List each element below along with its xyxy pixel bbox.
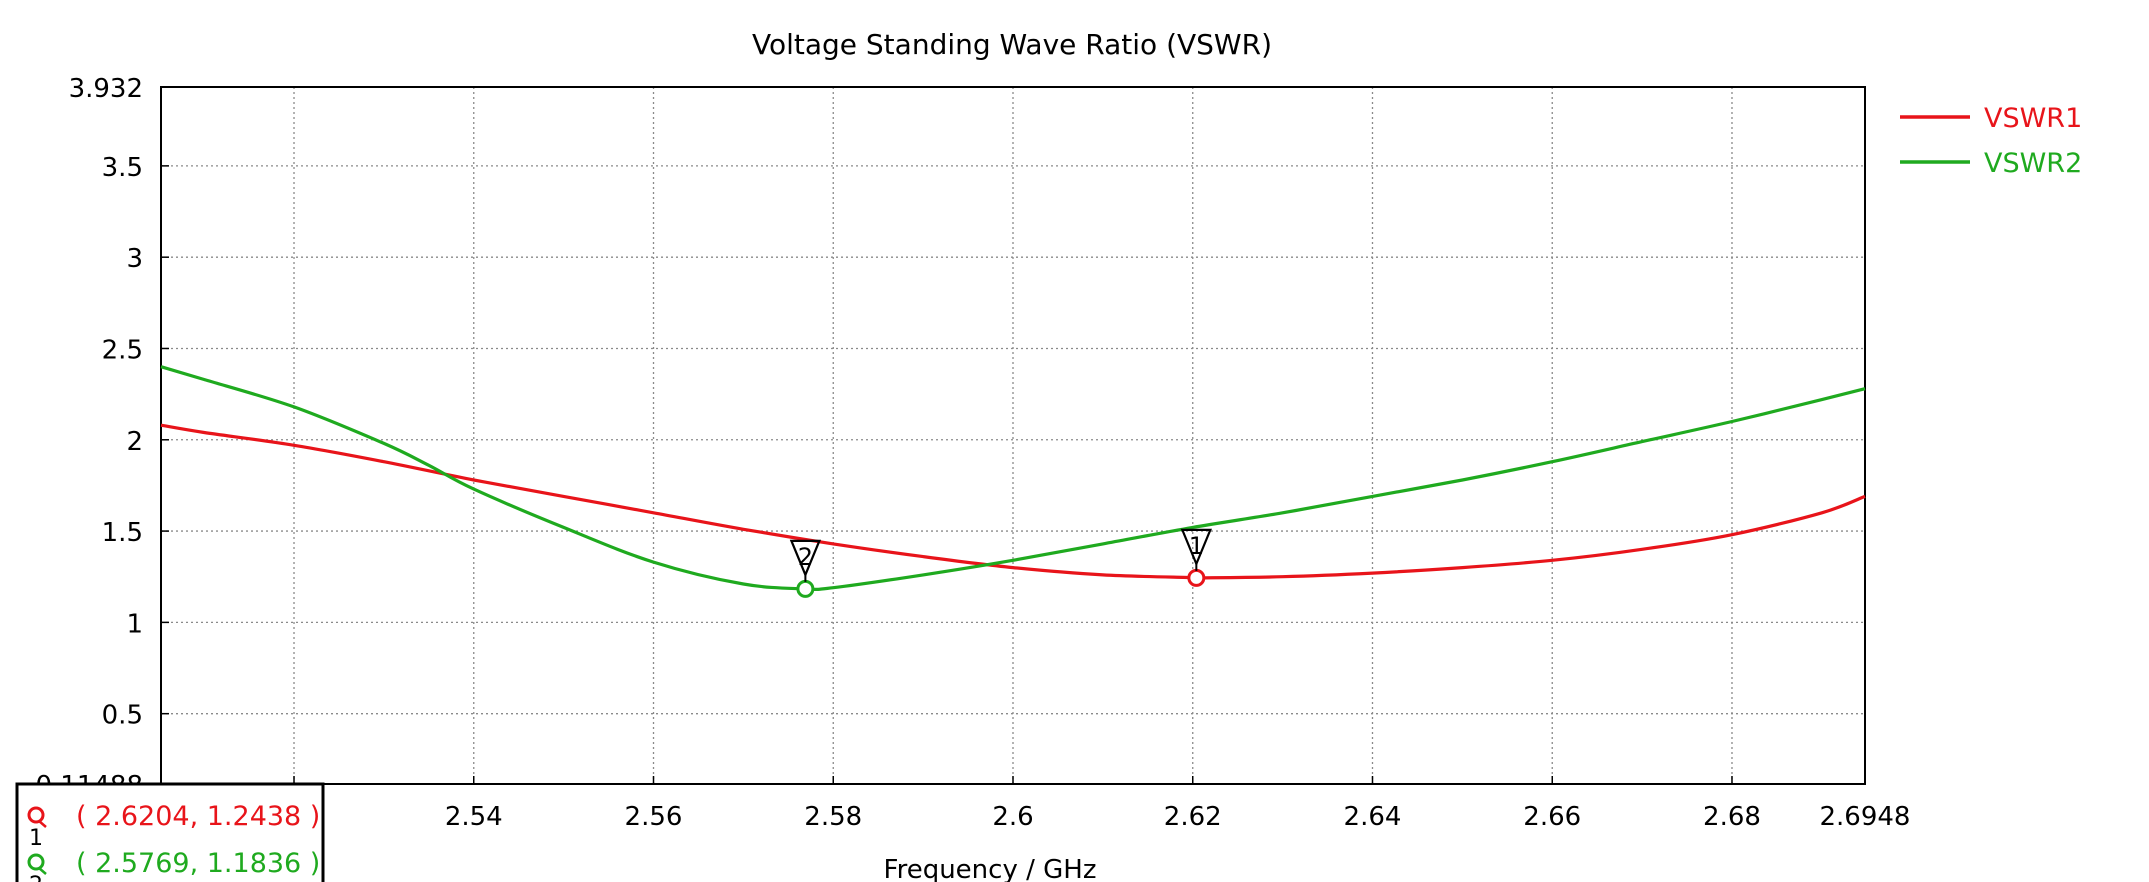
readout-box-frame [15, 782, 325, 882]
y-tick-label: 3.5 [102, 153, 143, 183]
y-tick-label: 2 [126, 427, 143, 457]
x-tick-label: 2.68 [1703, 802, 1761, 832]
series-line-vswr1 [160, 423, 1866, 580]
plot-area-frame [160, 86, 1866, 785]
readout-marker-number: 1 [29, 826, 43, 851]
x-tick-label: 2.64 [1344, 802, 1402, 832]
x-tick-label: 2.6948 [1820, 802, 1911, 832]
grid [161, 87, 1865, 784]
marker-label: 2 [798, 543, 813, 571]
x-axis-label: Frequency / GHz [884, 855, 1097, 882]
readout-value: ( 2.5769, 1.1836 ) [76, 848, 320, 879]
series-lines [160, 365, 1866, 591]
series-line-vswr2 [160, 365, 1866, 591]
marker-readout-box[interactable]: 1 ( 2.6204, 1.2438 ) 2 ( 2.5769, 1.1836 ) [15, 782, 325, 882]
y-tick-label: 2.5 [102, 335, 143, 365]
readout-marker-tail [38, 867, 47, 875]
readout-marker-icon [27, 853, 45, 871]
chart-title: Voltage Standing Wave Ratio (VSWR) [752, 28, 1272, 61]
marker-point [1187, 568, 1206, 587]
readout-marker-icon [27, 806, 45, 824]
y-axis-ticks: 0.114880.511.522.533.53.932 [35, 74, 169, 801]
y-tick-label: 1 [126, 609, 143, 639]
y-tick-label: 0.5 [102, 701, 143, 731]
x-tick-label: 2.56 [625, 802, 683, 832]
y-tick-label: 3 [126, 244, 143, 274]
x-tick-label: 2.58 [804, 802, 862, 832]
x-tick-label: 2.6 [992, 802, 1033, 832]
marker-flag [1180, 528, 1212, 567]
readout-value: ( 2.6204, 1.2438 ) [76, 801, 320, 832]
x-tick-label: 2.54 [445, 802, 503, 832]
marker-flag [789, 539, 822, 578]
legend[interactable]: VSWR1 VSWR2 [1900, 103, 2082, 179]
x-tick-label: 2.66 [1523, 802, 1581, 832]
legend-entry: VSWR1 [1984, 103, 2082, 134]
legend-entry: VSWR2 [1984, 148, 2082, 179]
readout-marker-tail [38, 820, 47, 828]
x-tick-label: 2.62 [1164, 802, 1222, 832]
marker-label: 1 [1189, 532, 1204, 560]
y-tick-label: 1.5 [102, 518, 143, 548]
y-tick-label: 3.932 [69, 74, 143, 104]
markers: 12 [789, 528, 1212, 598]
marker-point [796, 579, 815, 598]
readout-marker-number: 2 [29, 873, 43, 882]
